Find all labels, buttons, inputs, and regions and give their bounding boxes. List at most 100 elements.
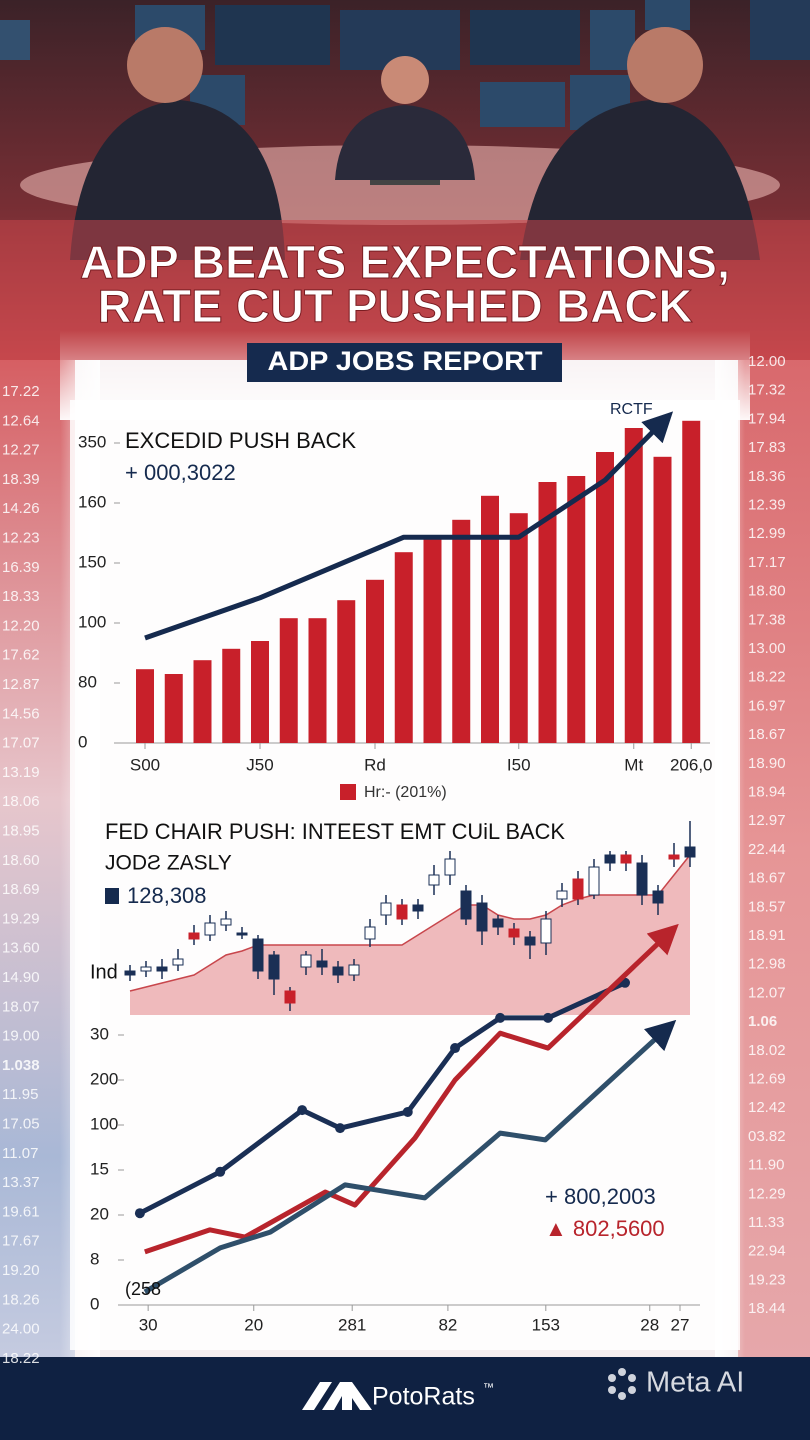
ticker-value: 12.98 — [748, 956, 786, 973]
ticker-value: 17.22 — [2, 383, 40, 400]
ticker-value: 1.06 — [748, 1013, 777, 1030]
point — [297, 1105, 308, 1116]
annotation: (258 — [125, 1279, 161, 1299]
candle-body — [604, 854, 616, 864]
ticker-value: 17.94 — [748, 410, 786, 427]
y-tick-label: 200 — [90, 1069, 118, 1088]
annotation: + 800,2003 — [545, 1184, 656, 1209]
footer — [0, 1357, 810, 1440]
ticker-value: 18.33 — [2, 588, 40, 605]
ticker-value: 17.07 — [2, 735, 40, 752]
candle-body — [460, 890, 472, 920]
x-tick-label: 30 — [139, 1315, 158, 1334]
x-tick-label: S00 — [130, 755, 160, 774]
candle-body — [172, 958, 184, 966]
bar — [653, 456, 672, 743]
ticker-value: 18.95 — [2, 822, 40, 839]
ticker-value: 11.07 — [2, 1145, 38, 1162]
candle-body — [636, 862, 648, 896]
ticker-value: 17.38 — [748, 611, 786, 628]
annotation-marker — [105, 888, 119, 904]
ticker-value: 18.67 — [748, 726, 786, 743]
candle-body — [620, 854, 632, 864]
ticker-value: 17.17 — [748, 554, 786, 571]
y-tick-label: 20 — [90, 1204, 109, 1223]
x-tick-label: J50 — [246, 755, 273, 774]
ticker-value: 17.32 — [748, 382, 786, 399]
ticker-value: 18.90 — [748, 755, 786, 772]
brand-logo — [302, 1382, 372, 1410]
annotation: FED CHAIR PUSH: INTEEST EMT CUiL BACK — [105, 819, 565, 844]
candle-body — [380, 902, 392, 916]
candle-body — [220, 918, 232, 926]
ticker-value: 12.07 — [748, 984, 786, 1001]
y-tick-label: 160 — [78, 492, 106, 511]
ticker-value: 19.29 — [2, 910, 40, 927]
bar — [222, 648, 241, 743]
ticker-value: 12.87 — [2, 676, 40, 693]
y-tick-label: 100 — [78, 612, 106, 631]
bar — [538, 482, 557, 743]
annotation: RCTF — [610, 401, 653, 418]
point — [134, 1208, 145, 1219]
candle-body — [188, 932, 200, 940]
bar — [193, 660, 212, 743]
ticker-value: 18.44 — [748, 1300, 786, 1317]
bar — [136, 669, 154, 743]
ticker-value: 18.60 — [2, 852, 40, 869]
bar — [596, 452, 614, 743]
candle-body — [332, 966, 344, 976]
title-line: ADP BEATS EXPECTATIONS, — [80, 236, 730, 288]
ticker-value: 16.39 — [2, 559, 40, 576]
candle-body — [348, 964, 360, 976]
ticker-value: 16.97 — [748, 697, 786, 714]
ticker-value: 18.91 — [748, 927, 786, 944]
ticker-value: 18.39 — [2, 471, 40, 488]
bar — [624, 428, 643, 743]
ticker-value: 14.90 — [2, 969, 40, 986]
bar — [423, 537, 442, 743]
x-tick-label: 20 — [244, 1315, 263, 1334]
badge-text: ADP JOBS REPORT — [268, 346, 544, 376]
candle-body — [316, 960, 328, 968]
candle-body — [444, 858, 456, 876]
point — [543, 1012, 553, 1023]
bar — [366, 579, 384, 743]
point — [402, 1106, 413, 1117]
ticker-value: 19.20 — [2, 1262, 40, 1279]
candle-body — [508, 928, 520, 938]
legend-swatch — [340, 784, 356, 800]
y-tick-label: 100 — [90, 1114, 118, 1133]
y-tick-label: 30 — [90, 1024, 109, 1043]
right-panel — [738, 340, 810, 1360]
annotation: EXCEDID PUSH BACK — [125, 428, 356, 453]
bar — [682, 420, 701, 743]
legend-label: Hr:- (201%) — [364, 784, 447, 801]
bar — [279, 618, 298, 743]
ticker-value: 18.36 — [748, 468, 786, 485]
ticker-value: 18.02 — [748, 1042, 786, 1059]
point — [215, 1166, 226, 1177]
candle-body — [268, 954, 280, 980]
candle-body — [140, 966, 152, 972]
ticker-value: 12.29 — [748, 1185, 786, 1202]
ticker-value: 12.23 — [2, 529, 40, 546]
candle-body — [300, 954, 312, 968]
x-tick-label: 28 — [640, 1315, 659, 1334]
ticker-value: 03.82 — [748, 1128, 786, 1145]
ticker-value: 18.57 — [748, 898, 786, 915]
candle-body — [204, 922, 216, 936]
y-tick-label: 8 — [90, 1249, 99, 1268]
ticker-value: 24.00 — [2, 1321, 40, 1338]
ticker-value: 18.22 — [2, 1350, 40, 1367]
point — [335, 1123, 346, 1134]
candle-body — [476, 902, 488, 932]
ticker-value: 1.038 — [2, 1057, 40, 1074]
ticker-value: 12.20 — [2, 617, 40, 634]
candle-body — [588, 866, 600, 896]
y-tick-label: 15 — [90, 1159, 109, 1178]
x-tick-label: 153 — [532, 1315, 560, 1334]
photo — [0, 0, 810, 360]
y-tick-label: 0 — [78, 732, 87, 751]
annotation: 128,308 — [127, 883, 207, 908]
